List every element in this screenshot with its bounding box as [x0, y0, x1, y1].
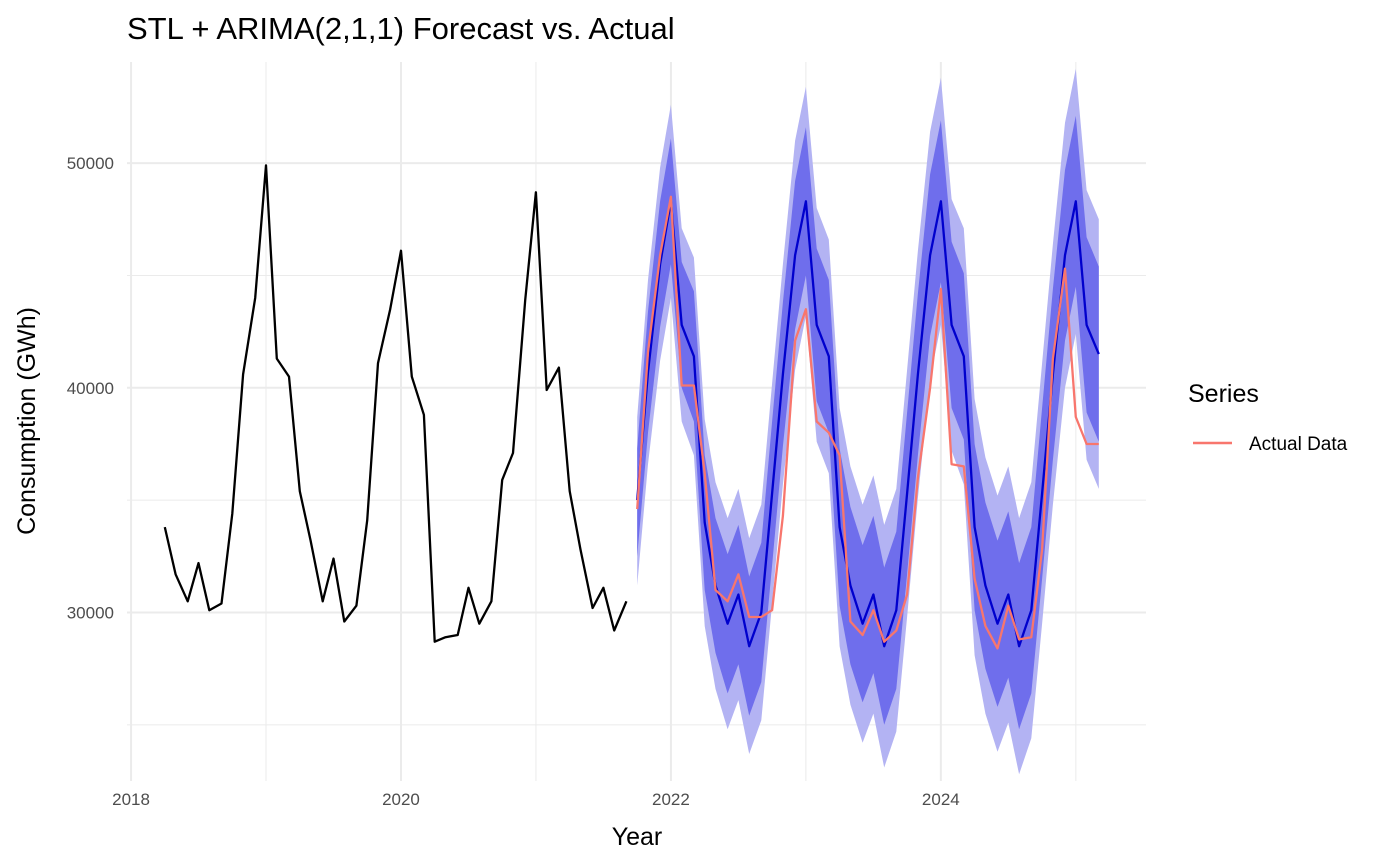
history-line: [163, 164, 628, 643]
actual-line: [636, 195, 1099, 650]
x-tick-label: 2018: [112, 790, 150, 809]
prediction-bands: [637, 68, 1099, 775]
y-tick-label: 50000: [67, 154, 114, 173]
x-tick-label: 2022: [652, 790, 690, 809]
tick-labels: 30000 40000 50000 2018 2020 2022 2024: [67, 154, 960, 809]
y-tick-label: 30000: [67, 603, 114, 622]
legend-label-actual: Actual Data: [1249, 434, 1348, 455]
x-axis-title: Year: [612, 823, 663, 851]
series-lines: [163, 164, 1100, 650]
legend: Series Actual Data: [1188, 380, 1348, 455]
chart-title: STL + ARIMA(2,1,1) Forecast vs. Actual: [127, 11, 675, 46]
x-tick-label: 2024: [922, 790, 960, 809]
legend-title: Series: [1188, 380, 1259, 408]
y-axis-title: Consumption (GWh): [13, 307, 41, 535]
y-tick-label: 40000: [67, 379, 114, 398]
x-tick-label: 2020: [382, 790, 420, 809]
